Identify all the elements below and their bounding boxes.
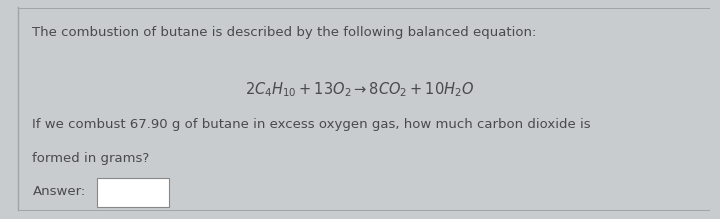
Text: The combustion of butane is described by the following balanced equation:: The combustion of butane is described by… — [32, 26, 537, 39]
Text: If we combust 67.90 g of butane in excess oxygen gas, how much carbon dioxide is: If we combust 67.90 g of butane in exces… — [32, 118, 591, 131]
Text: Answer:: Answer: — [32, 185, 86, 198]
Text: $2C_4H_{10} + 13O_2 \rightarrow 8CO_2 + 10H_2O$: $2C_4H_{10} + 13O_2 \rightarrow 8CO_2 + … — [246, 80, 474, 99]
Text: formed in grams?: formed in grams? — [32, 152, 150, 165]
Bar — [97, 178, 169, 207]
